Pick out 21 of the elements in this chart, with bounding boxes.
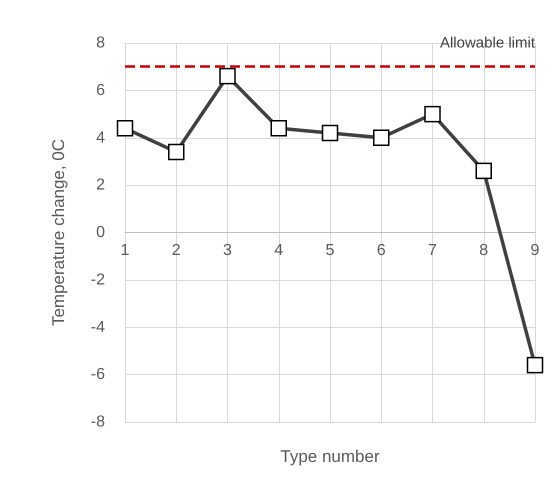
y-tick-label: 0: [96, 224, 106, 241]
x-tick-label: 9: [530, 242, 540, 259]
y-tick-label: 8: [96, 34, 106, 52]
y-tick-label: -8: [90, 414, 106, 430]
ref-line-label: Allowable limit: [440, 34, 536, 52]
x-tick-label: 8: [479, 242, 488, 259]
y-tick-label: 6: [96, 82, 106, 99]
x-tick-label: 5: [326, 242, 335, 259]
x-tick-label: 2: [172, 242, 181, 259]
x-axis-title: Type number: [280, 447, 380, 466]
y-tick-label: -6: [90, 366, 106, 384]
y-tick-label: 4: [96, 129, 106, 146]
y-axis-title: Temperature change, 0C: [49, 138, 68, 326]
x-tick-label: 1: [120, 242, 130, 259]
x-tick-label: 7: [428, 242, 438, 259]
y-tick-label: 2: [96, 176, 106, 194]
x-tick-label: 6: [376, 242, 386, 259]
y-tick-label: -4: [90, 318, 106, 336]
x-tick-label: 3: [223, 242, 232, 259]
x-tick-label: 4: [274, 242, 284, 259]
y-tick-label: -2: [90, 271, 106, 288]
